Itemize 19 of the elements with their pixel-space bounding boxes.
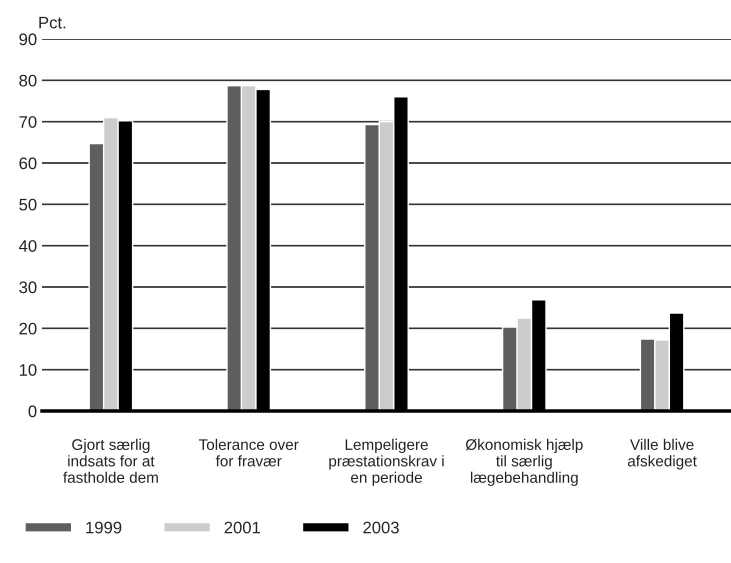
y-tick-label: 50 bbox=[19, 198, 36, 211]
y-tick-label: 90 bbox=[19, 33, 36, 46]
x-tick-label: Tolerance over for fravær bbox=[198, 438, 299, 466]
x-tick-label: Økonomisk hjælp til særlig lægebehandling bbox=[466, 438, 583, 486]
y-tick-label: 80 bbox=[19, 74, 36, 87]
y-tick-label: 70 bbox=[19, 116, 36, 128]
y-tick-label: 40 bbox=[18, 240, 36, 252]
y-axis-title: Pct. bbox=[39, 16, 66, 28]
legend-label: 2003 bbox=[363, 522, 399, 534]
legend-label: 2001 bbox=[224, 522, 260, 534]
legend-label: 1999 bbox=[86, 522, 122, 534]
x-tick-label: Lempeligere præstationskrav i en periode bbox=[329, 438, 444, 486]
y-tick-label: 20 bbox=[19, 322, 36, 335]
x-tick-label: Ville blive afskediget bbox=[628, 438, 697, 470]
y-tick-label: 10 bbox=[20, 364, 36, 376]
x-tick-label: Gjort særlig indsats for at fastholde dem bbox=[63, 438, 158, 483]
y-tick-label: 0 bbox=[28, 405, 36, 418]
y-tick-label: 60 bbox=[19, 157, 36, 170]
y-tick-label: 30 bbox=[19, 281, 36, 294]
